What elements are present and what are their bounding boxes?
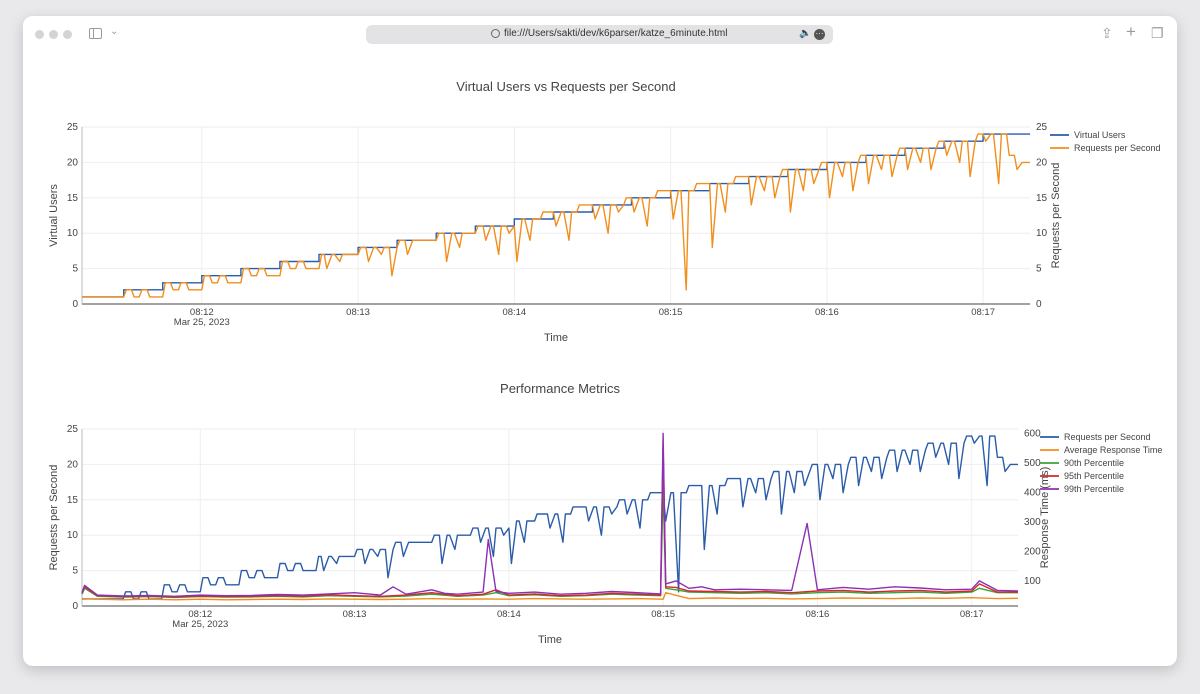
x-tick-label: 08:15 [659, 307, 683, 318]
x-tick-label: 08:17 [960, 609, 984, 620]
y2-tick-label: 20 [1036, 157, 1048, 168]
more-icon[interactable]: ··· [814, 29, 825, 40]
x-tick-label: 08:13 [346, 307, 370, 318]
share-icon[interactable]: ⇪ [1101, 25, 1113, 41]
y-tick-label: 15 [67, 495, 79, 506]
x-tick-label: 08:14 [497, 609, 521, 620]
y-tick-label: 5 [72, 264, 78, 275]
chart-2: Performance Metrics 0 5 10 15 20 25 100 200 300 40… [48, 381, 1162, 646]
compass-icon [491, 29, 500, 38]
legend-label: Virtual Users [1074, 130, 1126, 140]
legend-label: 99th Percentile [1064, 484, 1124, 494]
y2-tick-label: 25 [1036, 122, 1048, 133]
y-axis-label: Virtual Users [48, 184, 60, 247]
series-line-requests-per-second [82, 133, 1030, 298]
legend-label: Requests per Second [1064, 432, 1151, 442]
chart-1: Virtual Users vs Requests per Second 0 5 10… [48, 79, 1161, 344]
x-tick-date-label: Mar 25, 2023 [172, 619, 228, 630]
series-line-90th-percentile [81, 485, 1018, 599]
y-axis-label: Requests per Second [48, 465, 60, 571]
y-tick-label: 25 [67, 122, 79, 133]
x-tick-label: 08:16 [806, 609, 830, 620]
x-tick-label: 08:14 [502, 307, 526, 318]
y-tick-label: 10 [67, 530, 79, 541]
legend-label: Average Response Time [1064, 445, 1162, 455]
url-text: file:///Users/sakti/dev/k6parser/katze_6… [504, 28, 728, 39]
x-axis-label: Time [544, 332, 568, 344]
x-axis-label: Time [538, 634, 562, 646]
address-bar[interactable]: file:///Users/sakti/dev/k6parser/katze_6… [366, 25, 833, 44]
y-tick-label: 0 [72, 601, 78, 612]
close-button[interactable] [35, 30, 44, 39]
chevron-down-icon[interactable]: ⌄ [110, 26, 119, 37]
y-tick-label: 20 [67, 459, 79, 470]
browser-window: ⌄ file:///Users/sakti/dev/k6parser/katze… [23, 16, 1177, 666]
tabs-icon[interactable]: ❐ [1151, 25, 1164, 41]
y2-tick-label: 600 [1024, 428, 1041, 439]
y-tick-label: 15 [67, 193, 79, 204]
y-tick-label: 5 [72, 566, 78, 577]
y2-axis-label: Requests per Second [1050, 163, 1062, 269]
y-tick-label: 10 [67, 228, 79, 239]
y-tick-label: 25 [67, 424, 79, 435]
y2-tick-label: 100 [1024, 576, 1041, 587]
y-tick-label: 0 [72, 299, 78, 310]
legend-label: 90th Percentile [1064, 458, 1124, 468]
chart-title: Virtual Users vs Requests per Second [456, 79, 675, 94]
x-tick-label: 08:12 [188, 609, 212, 620]
series-line-99th-percentile [81, 432, 1019, 597]
x-tick-label: 08:17 [971, 307, 995, 318]
x-tick-label: 08:15 [651, 609, 675, 620]
x-tick-date-label: Mar 25, 2023 [174, 317, 230, 328]
y2-tick-label: 500 [1024, 458, 1041, 469]
title-bar: ⌄ file:///Users/sakti/dev/k6parser/katze… [23, 16, 1177, 52]
series-line-average-response-time [81, 592, 1019, 601]
y2-tick-label: 300 [1024, 517, 1041, 528]
y2-tick-label: 400 [1024, 487, 1041, 498]
series-line-95th-percentile [81, 444, 1018, 598]
y2-tick-label: 10 [1036, 228, 1048, 239]
y2-tick-label: 5 [1036, 264, 1042, 275]
x-tick-label: 08:13 [343, 609, 367, 620]
legend-label: Requests per Second [1074, 143, 1161, 153]
plus-icon[interactable]: + [1126, 22, 1136, 41]
y2-tick-label: 15 [1036, 193, 1048, 204]
y-tick-label: 20 [67, 157, 79, 168]
legend-label: 95th Percentile [1064, 471, 1124, 481]
sidebar-icon[interactable] [89, 28, 102, 39]
y2-tick-label: 200 [1024, 546, 1041, 557]
series-line-virtual-users [82, 133, 1030, 298]
y2-axis-label: Response Time (ms) [1039, 467, 1051, 568]
series-line-requests-per-second [82, 435, 1018, 600]
zoom-button[interactable] [63, 30, 72, 39]
y2-tick-label: 0 [1036, 299, 1042, 310]
x-tick-label: 08:12 [190, 307, 214, 318]
x-tick-label: 08:16 [815, 307, 839, 318]
speaker-icon[interactable]: 🔈 [799, 28, 812, 39]
chart-title: Performance Metrics [500, 381, 620, 396]
minimize-button[interactable] [49, 30, 58, 39]
